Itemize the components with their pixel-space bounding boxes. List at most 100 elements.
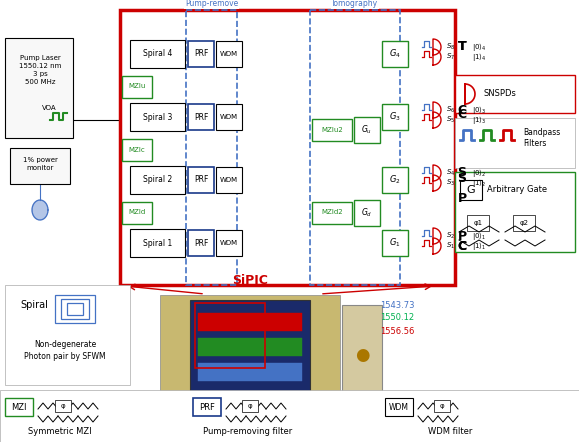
Text: $|1\rangle_2$: $|1\rangle_2$ — [472, 177, 486, 189]
Bar — [160, 295, 340, 425]
Bar — [188, 104, 214, 130]
Text: $S_1$: $S_1$ — [446, 241, 455, 251]
Bar — [130, 103, 185, 131]
Text: φ2: φ2 — [519, 220, 529, 226]
Bar — [216, 230, 242, 256]
Bar — [198, 363, 302, 381]
Bar — [198, 313, 302, 331]
Text: WDM: WDM — [220, 177, 238, 183]
Text: PRF: PRF — [194, 239, 208, 248]
Text: PRF: PRF — [194, 113, 208, 122]
Bar — [130, 166, 185, 194]
Text: $|0\rangle_2$: $|0\rangle_2$ — [472, 167, 486, 179]
Bar — [188, 230, 214, 256]
Polygon shape — [32, 200, 48, 220]
Bar — [354, 199, 380, 225]
Bar — [5, 285, 130, 385]
Text: Spiral 2: Spiral 2 — [143, 175, 172, 184]
Text: $S_7$: $S_7$ — [446, 52, 455, 62]
Bar — [188, 167, 214, 193]
Text: $|1\rangle_3$: $|1\rangle_3$ — [472, 114, 486, 126]
Text: S: S — [457, 171, 467, 184]
Text: SiPIC: SiPIC — [232, 274, 268, 287]
Text: PRF: PRF — [199, 403, 215, 412]
Text: Spiral: Spiral — [20, 300, 48, 310]
Bar — [312, 118, 352, 141]
Bar — [188, 41, 214, 67]
Text: Non-degenerate
Photon pair by SFWM: Non-degenerate Photon pair by SFWM — [24, 340, 106, 361]
Bar — [55, 295, 95, 323]
Bar — [67, 303, 83, 315]
Text: Arbitrary Gate: Arbitrary Gate — [487, 186, 547, 194]
Bar — [382, 41, 408, 67]
Text: G: G — [467, 185, 475, 195]
Text: ●: ● — [355, 346, 369, 364]
Text: MZI: MZI — [11, 403, 27, 412]
Bar — [216, 41, 242, 67]
Bar — [122, 76, 152, 98]
Bar — [455, 75, 575, 113]
Bar — [310, 10, 400, 285]
Text: S: S — [457, 167, 467, 179]
Text: 1543.73: 1543.73 — [380, 301, 415, 309]
Text: MZId2: MZId2 — [321, 210, 343, 216]
Bar — [0, 390, 579, 442]
Text: 1556.56: 1556.56 — [380, 327, 415, 335]
Text: $S_3$: $S_3$ — [446, 178, 455, 188]
Text: VOA: VOA — [42, 105, 57, 111]
Bar — [55, 400, 71, 412]
Text: PRF: PRF — [194, 50, 208, 58]
Text: 5mm: 5mm — [239, 436, 261, 442]
Text: C: C — [457, 240, 467, 252]
Bar — [186, 10, 237, 285]
Text: $G_2$: $G_2$ — [389, 174, 401, 186]
Text: 1550.12: 1550.12 — [380, 313, 414, 323]
Text: $G_d$: $G_d$ — [361, 206, 373, 219]
Bar — [513, 215, 535, 231]
Text: MZIu: MZIu — [129, 84, 146, 89]
Text: φ: φ — [439, 403, 444, 409]
Bar — [467, 215, 489, 231]
Text: Pump-remove: Pump-remove — [185, 0, 238, 8]
Text: Pump-removing filter: Pump-removing filter — [203, 427, 292, 437]
Text: $S_6$: $S_6$ — [446, 105, 455, 115]
Text: φ1: φ1 — [474, 220, 482, 226]
Text: $G_3$: $G_3$ — [389, 111, 401, 123]
Text: $|1\rangle_1$: $|1\rangle_1$ — [472, 240, 486, 252]
Text: PRF: PRF — [194, 175, 208, 184]
Bar — [120, 10, 455, 285]
Text: C: C — [457, 108, 467, 122]
Text: Spiral 1: Spiral 1 — [143, 239, 172, 248]
Text: $|1\rangle_4$: $|1\rangle_4$ — [472, 51, 486, 63]
Bar — [130, 229, 185, 257]
Text: $|0\rangle_1$: $|0\rangle_1$ — [472, 230, 486, 242]
Bar — [382, 104, 408, 130]
Text: 1% power
monitor: 1% power monitor — [23, 157, 57, 171]
Bar — [354, 117, 380, 142]
Bar — [5, 38, 73, 138]
Bar — [312, 202, 352, 224]
Bar — [382, 230, 408, 256]
Text: Tomography: Tomography — [331, 0, 379, 8]
Bar — [455, 118, 575, 168]
Bar — [5, 398, 33, 416]
Text: $S_5$: $S_5$ — [446, 115, 455, 125]
Text: MZIc: MZIc — [129, 146, 145, 152]
Bar — [216, 167, 242, 193]
Text: WDM filter: WDM filter — [428, 427, 472, 437]
Bar — [193, 398, 221, 416]
Text: Pump Laser
1550.12 nm
3 ps
500 MHz: Pump Laser 1550.12 nm 3 ps 500 MHz — [19, 55, 61, 85]
Bar — [198, 338, 302, 356]
Text: φ: φ — [61, 403, 65, 409]
Bar — [122, 138, 152, 160]
Text: Bandpass
Filters: Bandpass Filters — [523, 128, 560, 149]
Bar — [190, 300, 310, 415]
Bar — [382, 167, 408, 193]
Text: $G_u$: $G_u$ — [361, 123, 372, 136]
Bar — [460, 180, 482, 200]
Text: T: T — [457, 41, 466, 53]
Text: $G_1$: $G_1$ — [389, 237, 401, 249]
Text: SNSPDs: SNSPDs — [483, 89, 516, 99]
Text: $G_4$: $G_4$ — [389, 48, 401, 60]
Text: WDM: WDM — [220, 51, 238, 57]
